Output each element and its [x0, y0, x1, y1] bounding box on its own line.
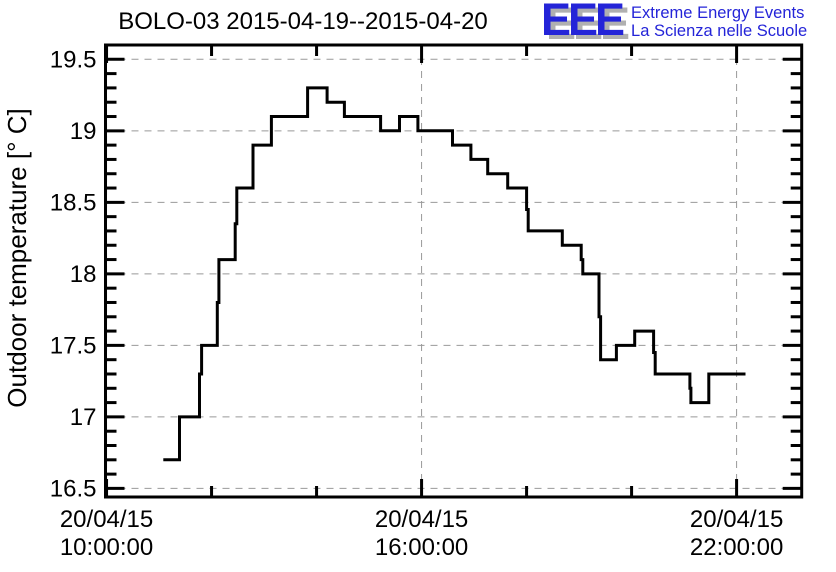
y-tick-label: 16.5	[50, 475, 97, 502]
y-tick-label: 18.5	[50, 189, 97, 216]
grid-layer	[105, 45, 802, 497]
eee-logo-taglines: Extreme Energy Events La Scienza nelle S…	[631, 1, 807, 40]
chart-title: BOLO-03 2015-04-19--2015-04-20	[118, 8, 488, 35]
eee-logo-acronym: EEE	[541, 0, 625, 45]
eee-logo-tagline-1: Extreme Energy Events	[631, 4, 805, 22]
x-tick-label-date: 20/04/15	[375, 506, 468, 533]
tick-layer	[105, 45, 802, 497]
y-tick-label: 19.5	[50, 46, 97, 73]
x-tick-label-time: 22:00:00	[690, 534, 783, 561]
y-tick-label: 17.5	[50, 332, 97, 359]
x-tick-label-time: 10:00:00	[60, 534, 153, 561]
y-tick-label: 17	[70, 404, 97, 431]
y-tick-label: 18	[70, 261, 97, 288]
y-tick-label: 19	[70, 118, 97, 145]
tick-label-layer: 16.51717.51818.51919.520/04/1510:00:0020…	[50, 46, 784, 561]
x-tick-label-date: 20/04/15	[60, 506, 153, 533]
x-tick-label-date: 20/04/15	[690, 506, 783, 533]
series-layer	[163, 86, 746, 462]
eee-logo-tagline-2: La Scienza nelle Scuole	[631, 22, 808, 40]
temperature-step-line	[163, 86, 746, 462]
y-axis-title: Outdoor temperature [° C]	[2, 108, 32, 407]
eee-logo: EEE Extreme Energy Events La Scienza nel…	[541, 0, 807, 45]
plot-frame	[104, 43, 804, 499]
x-tick-label-time: 16:00:00	[375, 534, 468, 561]
